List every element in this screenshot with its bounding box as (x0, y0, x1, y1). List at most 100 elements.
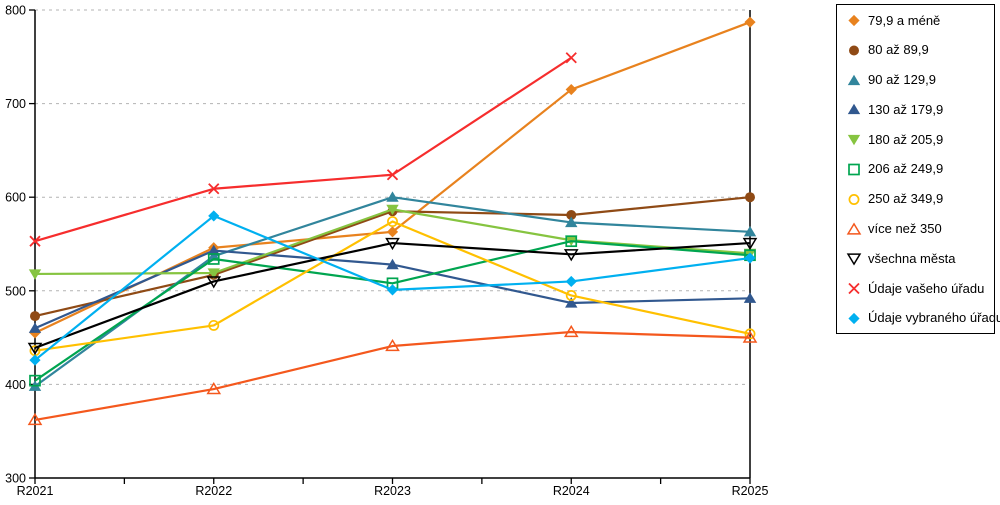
legend-marker-icon (847, 74, 861, 85)
circle-marker-icon (566, 209, 577, 220)
legend-item: 79,9 a méně (846, 12, 990, 28)
x-marker-icon (208, 183, 220, 195)
triangle-up-open-marker-icon (563, 324, 579, 338)
legend-marker-icon (848, 283, 860, 295)
x-marker-icon (29, 235, 41, 247)
legend-item: 250 až 349,9 (846, 191, 990, 207)
series-line (34, 240, 751, 382)
triangle-down-open-marker-icon (563, 249, 579, 262)
circle-open-marker-icon (565, 290, 577, 301)
diamond-marker-icon (565, 83, 577, 96)
triangle-down-open-marker-icon (846, 253, 862, 266)
circle-open-marker-icon (744, 328, 756, 340)
circle-marker-icon (30, 311, 40, 322)
circle-marker-icon (849, 45, 859, 56)
legend-item: Údaje vašeho úřadu (846, 280, 990, 296)
square-open-marker-icon (565, 235, 578, 248)
x-tick-label: R2023 (374, 484, 411, 498)
legend-marker-icon (848, 312, 860, 325)
legend-item: 180 až 205,9 (846, 131, 990, 147)
x-marker-icon (386, 169, 399, 181)
legend-item: Údaje vybraného úřadu (846, 310, 1000, 326)
triangle-up-marker-icon (28, 322, 42, 333)
legend: 79,9 a méně 80 až 89,9 90 až 129,9 130 až 1… (836, 4, 1000, 334)
diamond-marker-icon (386, 284, 399, 296)
legend-marker-icon (846, 253, 862, 266)
series-line (34, 241, 751, 349)
diamond-marker-icon (29, 327, 41, 339)
triangle-up-marker-icon (565, 297, 578, 308)
legend-marker-icon (848, 14, 860, 27)
triangle-down-marker-icon (28, 269, 42, 280)
triangle-up-marker-icon (207, 244, 220, 256)
series-line (34, 56, 572, 243)
triangle-up-open-marker-icon (385, 338, 400, 352)
legend-item: více než 350 (846, 221, 990, 237)
legend-item-label: 90 až 129,9 (868, 72, 936, 88)
x-tick-label: R2024 (553, 484, 590, 498)
legend-item-label: více než 350 (868, 221, 942, 237)
triangle-up-marker-icon (847, 74, 861, 85)
y-tick-label: 300 (5, 472, 26, 486)
legend-item-label: 206 až 249,9 (868, 161, 944, 177)
triangle-down-open-marker-icon (385, 237, 400, 251)
triangle-down-open-marker-icon (742, 237, 758, 251)
legend-item: 80 až 89,9 (846, 42, 990, 58)
diamond-marker-icon (565, 275, 577, 288)
triangle-down-open-marker-icon (27, 342, 43, 355)
legend-item: 90 až 129,9 (846, 72, 990, 88)
triangle-up-marker-icon (207, 250, 220, 261)
series-line (34, 220, 751, 352)
diamond-marker-icon (29, 354, 41, 366)
x-tick-label: R2021 (17, 484, 54, 498)
legend-item: 206 až 249,9 (846, 161, 990, 177)
triangle-down-marker-icon (207, 268, 220, 279)
square-open-marker-icon (207, 253, 220, 265)
legend-item-label: 180 až 205,9 (868, 131, 944, 147)
square-open-marker-icon (848, 163, 860, 176)
legend-marker-icon (848, 163, 860, 176)
circle-open-marker-icon (208, 319, 220, 331)
legend-item-label: 130 až 179,9 (868, 101, 944, 117)
legend-item-label: 79,9 a méně (868, 12, 941, 28)
triangle-up-marker-icon (743, 226, 757, 237)
diamond-marker-icon (744, 16, 756, 28)
circle-open-marker-icon (387, 216, 398, 227)
legend-item-label: Údaje vašeho úřadu (868, 280, 985, 296)
triangle-up-marker-icon (386, 258, 399, 270)
legend-item-label: všechna města (868, 250, 956, 266)
legend-item: všechna města (846, 250, 990, 266)
triangle-up-open-marker-icon (742, 330, 758, 343)
square-open-marker-icon (29, 374, 41, 387)
circle-open-marker-icon (848, 193, 860, 205)
legend-marker-icon (846, 222, 862, 235)
diamond-marker-icon (208, 210, 220, 222)
legend-marker-icon (847, 104, 861, 115)
legend-item-label: 250 až 349,9 (868, 191, 944, 207)
y-tick-label: 400 (5, 378, 26, 392)
triangle-down-marker-icon (386, 204, 399, 216)
triangle-up-open-marker-icon (27, 412, 43, 426)
triangle-down-open-marker-icon (206, 276, 222, 289)
x-marker-icon (565, 52, 577, 64)
y-tick-label: 600 (5, 191, 26, 205)
triangle-down-marker-icon (847, 135, 861, 146)
legend-marker-icon (849, 45, 859, 56)
diamond-marker-icon (386, 226, 399, 238)
series-line (34, 330, 751, 422)
diamond-marker-icon (744, 252, 756, 264)
triangle-up-marker-icon (847, 104, 861, 115)
legend-marker-icon (848, 193, 860, 205)
diamond-marker-icon (848, 312, 860, 325)
x-tick-label: R2022 (195, 484, 232, 498)
diamond-marker-icon (848, 14, 860, 27)
x-tick-label: R2025 (732, 484, 769, 498)
triangle-up-marker-icon (743, 292, 757, 303)
y-tick-label: 700 (5, 97, 26, 111)
legend-marker-icon (847, 135, 861, 146)
y-tick-label: 800 (5, 4, 26, 18)
triangle-up-marker-icon (565, 216, 578, 228)
legend-item-label: 80 až 89,9 (868, 42, 929, 58)
